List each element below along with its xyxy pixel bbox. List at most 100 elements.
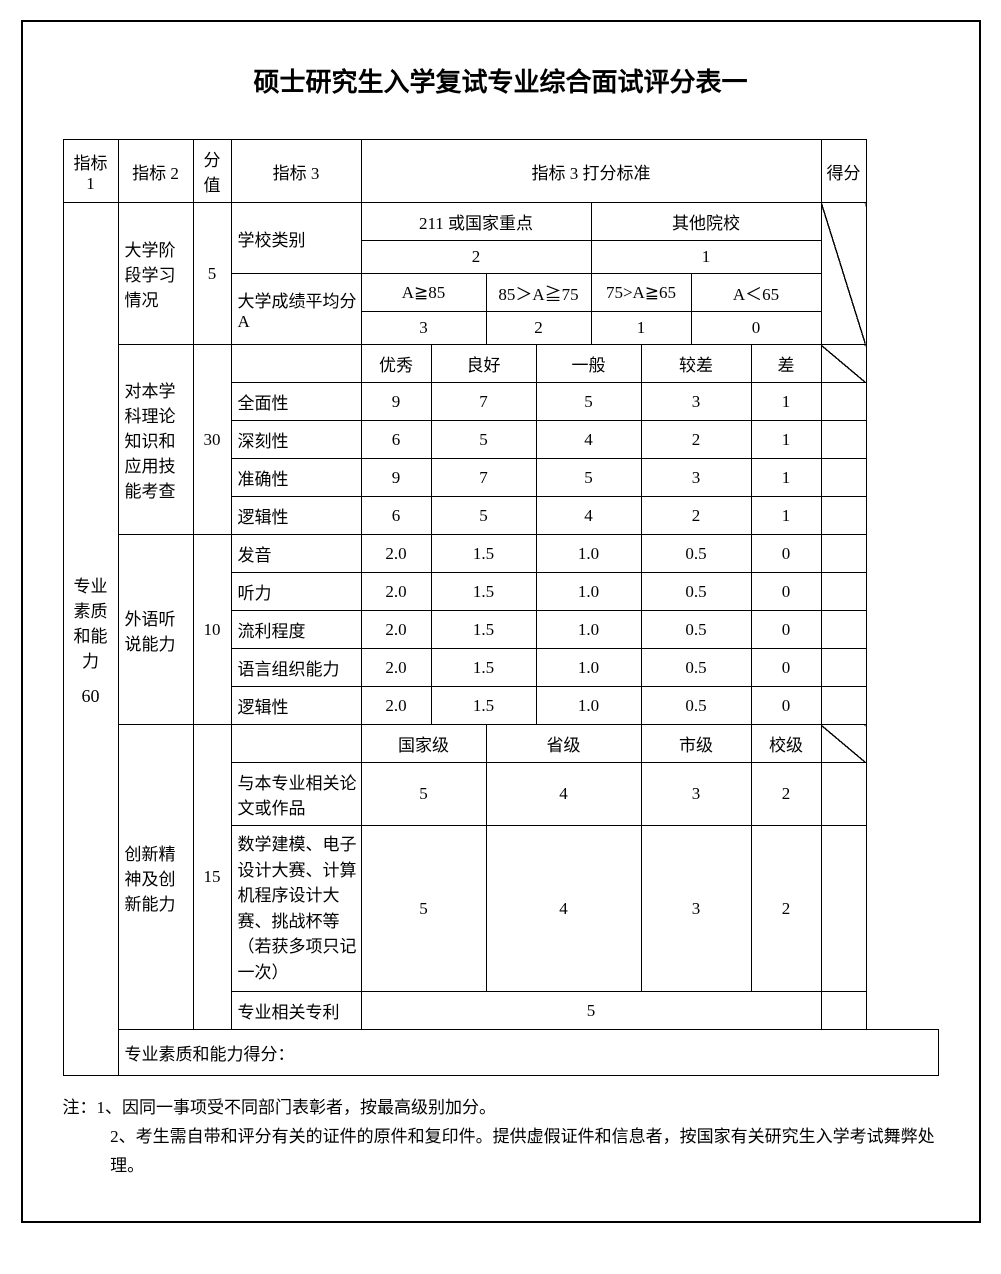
page-title: 硕士研究生入学复试专业综合面试评分表一 (63, 62, 939, 99)
s1-r1-label: 学校类别 (231, 203, 361, 274)
s2-r3-v0: 6 (361, 497, 431, 535)
s4-r0-label: 与本专业相关论文或作品 (231, 763, 361, 826)
s4-r0-score (821, 763, 866, 826)
s3-r4-v1: 1.5 (431, 687, 536, 725)
s3-r0-score (821, 535, 866, 573)
s4-hdr: 创新精神及创新能力 15 国家级 省级 市级 校级 (63, 725, 938, 763)
s3-r4-v0: 2.0 (361, 687, 431, 725)
s2-r1-label: 深刻性 (231, 421, 361, 459)
s1-r1a: 专业素质和能力 60 大学阶段学习情况 5 学校类别 211 或国家重点 其他院… (63, 203, 938, 241)
s2-h3: 一般 (536, 345, 641, 383)
s3-r2-v3: 0.5 (641, 611, 751, 649)
s1-r2-label: 大学成绩平均分 A (231, 274, 361, 345)
note-1: 1、因同一事项受不同部门表彰者，按最高级别加分。 (97, 1098, 497, 1117)
s3-r2-v2: 1.0 (536, 611, 641, 649)
s3-r3-v1: 1.5 (431, 649, 536, 687)
s3-r4-label: 逻辑性 (231, 687, 361, 725)
s4-r1-label: 数学建模、电子设计大赛、计算机程序设计大赛、挑战杯等（若获多项只记一次） (231, 826, 361, 992)
notes: 注：1、因同一事项受不同部门表彰者，按最高级别加分。 2、考生需自带和评分有关的… (63, 1094, 939, 1181)
s3-r3-score (821, 649, 866, 687)
s4-name: 创新精神及创新能力 (118, 725, 193, 1030)
s2-r0-v0: 9 (361, 383, 431, 421)
s2-score-hdr (821, 345, 866, 383)
s2-r1-score (821, 421, 866, 459)
s2-hdr: 对本学科理论知识和应用技能考查 30 优秀 良好 一般 较差 差 (63, 345, 938, 383)
s4-h1: 国家级 (361, 725, 486, 763)
footer-label: 专业素质和能力得分： (118, 1030, 938, 1076)
s2-r2-score (821, 459, 866, 497)
s4-r0-v3: 2 (751, 763, 821, 826)
s2-r0-v3: 3 (641, 383, 751, 421)
s3-r3-v4: 0 (751, 649, 821, 687)
s1-r2-v4: 0 (691, 312, 821, 345)
s2-r0-score (821, 383, 866, 421)
s2-r2-v3: 3 (641, 459, 751, 497)
s2-r1-v4: 1 (751, 421, 821, 459)
s1-r1-v2: 1 (591, 241, 821, 274)
s3-r2-label: 流利程度 (231, 611, 361, 649)
s3-r0-label: 发音 (231, 535, 361, 573)
s3-name: 外语听说能力 (118, 535, 193, 725)
s3-r1-label: 听力 (231, 573, 361, 611)
s3-r1-v3: 0.5 (641, 573, 751, 611)
s1-score: 5 (193, 203, 231, 345)
s2-name: 对本学科理论知识和应用技能考查 (118, 345, 193, 535)
s2-r2-v0: 9 (361, 459, 431, 497)
s1-r1-v1: 2 (361, 241, 591, 274)
s4-blank (231, 725, 361, 763)
s4-r1-v0: 5 (361, 826, 486, 992)
s2-r2-v1: 7 (431, 459, 536, 497)
s1-name: 大学阶段学习情况 (118, 203, 193, 345)
hdr-c5: 指标 3 打分标准 (361, 140, 821, 203)
s2-r1-v1: 5 (431, 421, 536, 459)
s2-h2: 良好 (431, 345, 536, 383)
s4-h4: 校级 (751, 725, 821, 763)
s4-r1-v3: 2 (751, 826, 821, 992)
hdr-c3: 分值 (193, 140, 231, 203)
s4-r0-v2: 3 (641, 763, 751, 826)
s3-r0-v1: 1.5 (431, 535, 536, 573)
cat1-total: 60 (68, 686, 114, 707)
s4-r0-v1: 4 (486, 763, 641, 826)
s4-patent-v: 5 (361, 992, 821, 1030)
s4-r1-score (821, 826, 866, 992)
s2-r3-score (821, 497, 866, 535)
s4-r0-v0: 5 (361, 763, 486, 826)
s3-r1-v2: 1.0 (536, 573, 641, 611)
s1-r2-o2: 85＞A≧75 (486, 274, 591, 312)
s3-r2-v0: 2.0 (361, 611, 431, 649)
s3-r3-v3: 0.5 (641, 649, 751, 687)
scoring-table: 指标 1 指标 2 分值 指标 3 指标 3 打分标准 得分 专业素质和能力 6… (63, 139, 939, 1076)
s2-r2-v2: 5 (536, 459, 641, 497)
s1-score-cell (821, 203, 866, 345)
s2-r2-label: 准确性 (231, 459, 361, 497)
s2-h4: 较差 (641, 345, 751, 383)
s4-h2: 省级 (486, 725, 641, 763)
s1-r2-v1: 3 (361, 312, 486, 345)
s2-r3-label: 逻辑性 (231, 497, 361, 535)
s1-r2-v3: 1 (591, 312, 691, 345)
page: 硕士研究生入学复试专业综合面试评分表一 指标 1 指标 2 分值 指标 3 指标… (21, 20, 981, 1223)
s2-r3-v4: 1 (751, 497, 821, 535)
s2-r2-v4: 1 (751, 459, 821, 497)
hdr-c4: 指标 3 (231, 140, 361, 203)
s3-r1-v1: 1.5 (431, 573, 536, 611)
s3-r3-label: 语言组织能力 (231, 649, 361, 687)
hdr-c1: 指标 1 (63, 140, 118, 203)
s2-h5: 差 (751, 345, 821, 383)
s4-score-hdr (821, 725, 866, 763)
s2-r0-v2: 5 (536, 383, 641, 421)
s3-r0-v4: 0 (751, 535, 821, 573)
s3-r4-v3: 0.5 (641, 687, 751, 725)
cat1-name: 专业素质和能力 (68, 572, 114, 672)
s3-r4-v2: 1.0 (536, 687, 641, 725)
s3-r0-v2: 1.0 (536, 535, 641, 573)
s3-r4-v4: 0 (751, 687, 821, 725)
s3-r0-v0: 2.0 (361, 535, 431, 573)
s4-h3: 市级 (641, 725, 751, 763)
s2-score: 30 (193, 345, 231, 535)
s3-score: 10 (193, 535, 231, 725)
cat1-cell: 专业素质和能力 60 (63, 203, 118, 1076)
s1-r2-o4: A＜65 (691, 274, 821, 312)
notes-prefix: 注： (63, 1098, 97, 1117)
